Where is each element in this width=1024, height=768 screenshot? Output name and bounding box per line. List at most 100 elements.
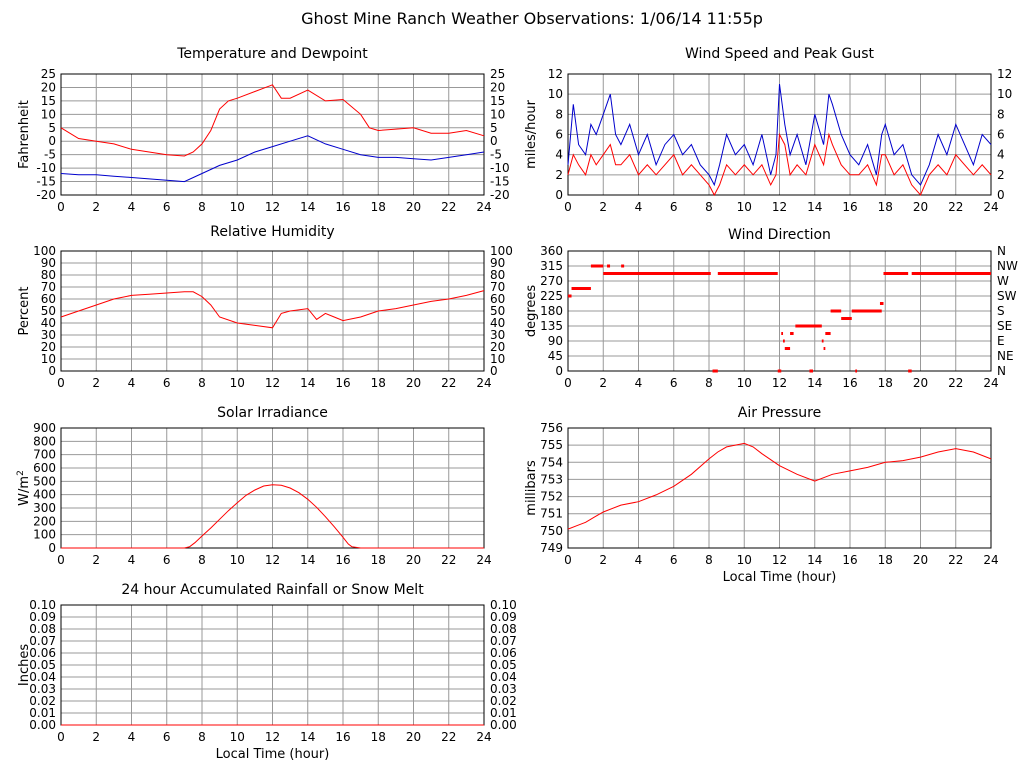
rainfall-chart: 24 hour Accumulated Rainfall or Snow Mel… [17,582,517,762]
x-tick-label: 6 [163,200,171,214]
x-tick-label: 18 [878,553,893,567]
right-y-tick-label: 0.08 [490,622,517,636]
right-y-tick-label: 90 [490,256,505,270]
wind_speed-series-1-line [567,132,992,197]
right-y-tick-label: 30 [490,328,505,342]
x-tick-label: 18 [371,553,386,567]
wind_speed-y-axis-label: miles/hour [524,99,539,168]
y-tick-label: 400 [33,488,56,502]
x-tick-label: 24 [983,553,998,567]
x-tick-label: 14 [807,376,822,390]
y-tick-label: 135 [540,319,563,333]
x-tick-label: 6 [163,553,171,567]
right-y-tick-label: -5 [490,148,502,162]
y-tick-label: 600 [33,461,56,475]
x-tick-label: 6 [670,200,678,214]
humidity-title: Relative Humidity [210,224,334,240]
right-y-tick-label: 100 [490,244,513,258]
x-tick-label: 8 [198,376,206,390]
pressure-title: Air Pressure [738,405,821,421]
temperature-plot-frame [60,73,485,196]
x-tick-label: 16 [335,200,350,214]
x-tick-label: 10 [230,376,245,390]
x-tick-label: 4 [635,376,643,390]
right-y-tick-label: 6 [997,128,1005,142]
x-tick-label: 0 [57,376,65,390]
y-tick-label: 50 [41,304,56,318]
x-tick-label: 0 [57,200,65,214]
page-title: Ghost Mine Ranch Weather Observations: 1… [301,9,763,28]
x-tick-label: 10 [737,376,752,390]
x-tick-label: 14 [807,553,822,567]
y-tick-label: 0.02 [29,694,56,708]
y-tick-label: 20 [41,80,56,94]
x-tick-label: 16 [335,376,350,390]
y-tick-label: 0 [48,134,56,148]
rainfall-y-axis-label: Inches [17,644,32,686]
y-tick-label: 0.10 [29,598,56,612]
y-tick-label: -10 [36,161,56,175]
y-tick-label: 751 [540,507,563,521]
y-tick-label: 800 [33,434,56,448]
x-tick-label: 22 [441,730,456,744]
x-tick-label: 20 [913,200,928,214]
x-tick-label: 24 [476,376,491,390]
x-tick-label: 8 [705,376,713,390]
y-tick-label: 754 [540,455,563,469]
x-tick-label: 6 [163,376,171,390]
right-y-tick-label: 40 [490,316,505,330]
x-tick-label: 0 [564,376,572,390]
right-y-tick-label: 0.00 [490,718,517,732]
y-tick-label: 755 [540,438,563,452]
right-y-tick-label: 0.07 [490,634,517,648]
x-tick-label: 22 [441,200,456,214]
x-tick-label: 18 [371,730,386,744]
x-tick-label: 14 [807,200,822,214]
x-tick-label: 12 [265,730,280,744]
right-y-tick-label: 20 [490,340,505,354]
y-tick-label: 100 [33,528,56,542]
right-y-tick-label: 0.05 [490,658,517,672]
right-y-tick-label: 50 [490,304,505,318]
x-tick-label: 14 [300,553,315,567]
x-tick-label: 2 [92,376,100,390]
right-y-tick-label: 0.03 [490,682,517,696]
x-tick-label: 2 [92,200,100,214]
x-tick-label: 4 [128,200,136,214]
solar-series-0-line [61,484,484,549]
y-tick-label: 100 [33,244,56,258]
x-tick-label: 12 [772,200,787,214]
y-tick-label: 70 [41,280,56,294]
x-tick-label: 4 [635,200,643,214]
y-tick-label: 700 [33,448,56,462]
y-tick-label: 315 [540,259,563,273]
temperature-y-axis-label: Fahrenheit [17,100,32,169]
x-tick-label: 10 [230,553,245,567]
wind_speed-plot-frame [567,73,992,196]
y-tick-label: 360 [540,244,563,258]
x-tick-label: 0 [564,200,572,214]
x-tick-label: 2 [599,200,607,214]
y-tick-label: 5 [48,121,56,135]
x-tick-label: 4 [128,553,136,567]
right-y-tick-label: 0 [490,134,498,148]
x-tick-label: 8 [198,730,206,744]
y-tick-label: 12 [548,67,563,81]
y-tick-label: 756 [540,421,563,435]
y-tick-label: 15 [41,94,56,108]
right-y-tick-label: 12 [997,67,1012,81]
y-tick-label: 180 [540,304,563,318]
y-tick-label: 2 [555,168,563,182]
x-tick-label: 20 [406,553,421,567]
right-y-tick-label: N [997,364,1006,378]
y-tick-label: 900 [33,421,56,435]
x-tick-label: 4 [128,376,136,390]
y-tick-label: 60 [41,292,56,306]
x-tick-label: 16 [842,376,857,390]
x-tick-label: 18 [371,200,386,214]
y-tick-label: 0.06 [29,646,56,660]
x-tick-label: 0 [57,730,65,744]
temperature-title: Temperature and Dewpoint [176,46,368,62]
